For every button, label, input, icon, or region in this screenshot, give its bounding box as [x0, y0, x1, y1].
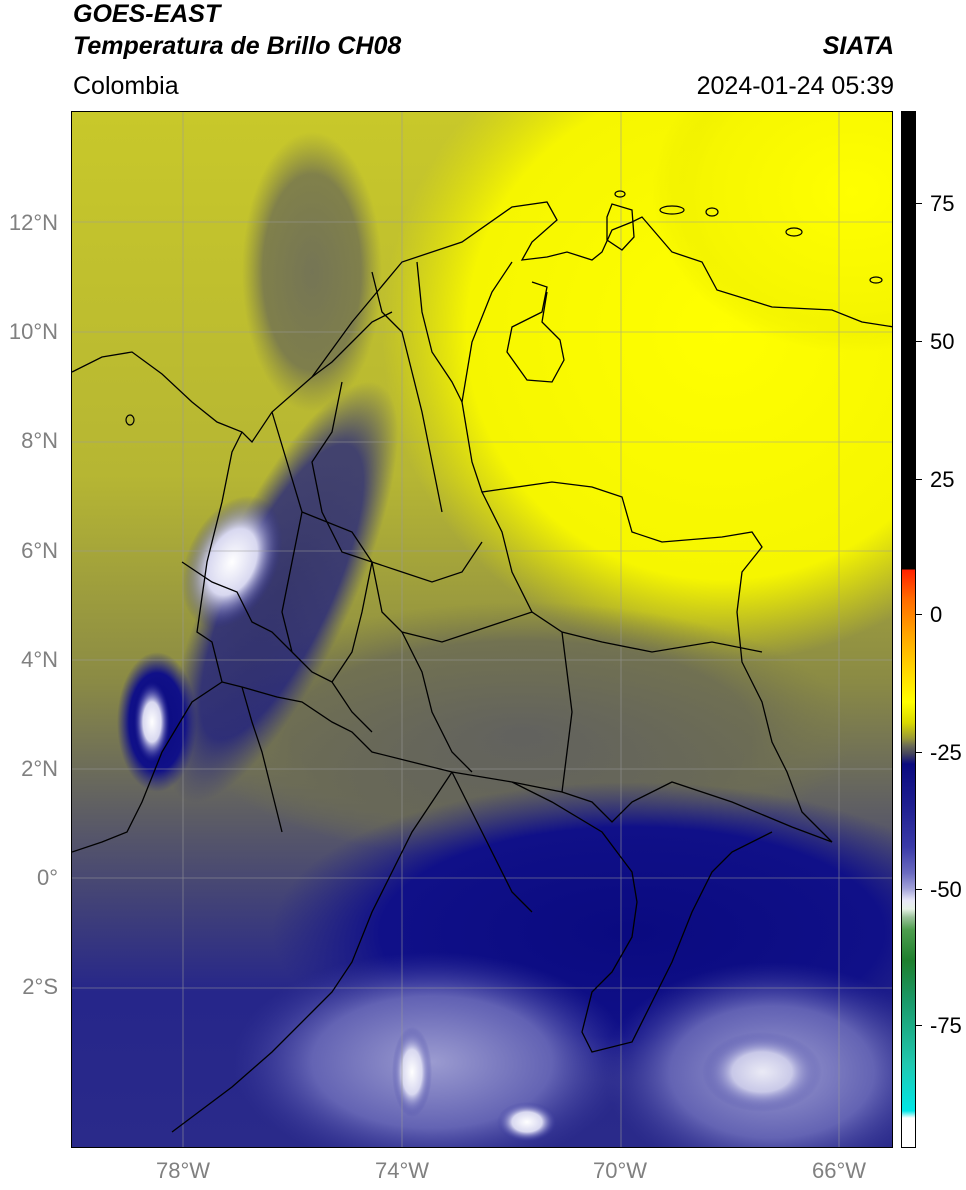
lat-tick-label: 10°N — [8, 319, 58, 344]
colorbar-tick — [916, 889, 922, 890]
agency-label: SIATA — [822, 32, 894, 60]
colorbar-label: 0 — [930, 602, 943, 627]
lat-tick-label: 0° — [36, 865, 58, 890]
colorbar-label: 75 — [930, 191, 955, 216]
colorbar-tick — [916, 752, 922, 753]
datetime-label: 2024-01-24 05:39 — [696, 72, 894, 100]
colorbar-label: 25 — [930, 467, 955, 492]
colorbar-label: -25 — [930, 740, 962, 765]
satellite-title: GOES-EAST — [73, 0, 221, 28]
lat-tick-label: 2°N — [21, 756, 58, 781]
lon-tick-label: 78°W — [155, 1158, 211, 1183]
lat-tick-label: 12°N — [8, 210, 58, 235]
lon-tick-label: 74°W — [374, 1158, 430, 1183]
colorbar-label: -50 — [930, 877, 962, 902]
colorbar-label: 50 — [930, 329, 955, 354]
lat-tick-label: 2°S — [22, 974, 58, 999]
map-canvas — [72, 112, 892, 1147]
colorbar-label: -75 — [930, 1013, 962, 1038]
lon-tick-label: 70°W — [592, 1158, 648, 1183]
lat-tick-label: 6°N — [21, 538, 58, 563]
colorbar-tick — [916, 203, 922, 204]
lat-tick-label: 4°N — [21, 647, 58, 672]
colorbar-tick — [916, 341, 922, 342]
map-borders — [72, 201, 892, 1133]
colorbar-tick — [916, 614, 922, 615]
colorbar-tick — [916, 479, 922, 480]
satellite-map — [71, 111, 893, 1148]
map-gridlines — [72, 112, 892, 1147]
region-label: Colombia — [73, 72, 179, 100]
lat-tick-label: 8°N — [21, 428, 58, 453]
colorbar-tick — [916, 1025, 922, 1026]
product-title: Temperatura de Brillo CH08 — [73, 32, 402, 60]
colorbar — [901, 111, 916, 1148]
lon-tick-label: 66°W — [811, 1158, 867, 1183]
